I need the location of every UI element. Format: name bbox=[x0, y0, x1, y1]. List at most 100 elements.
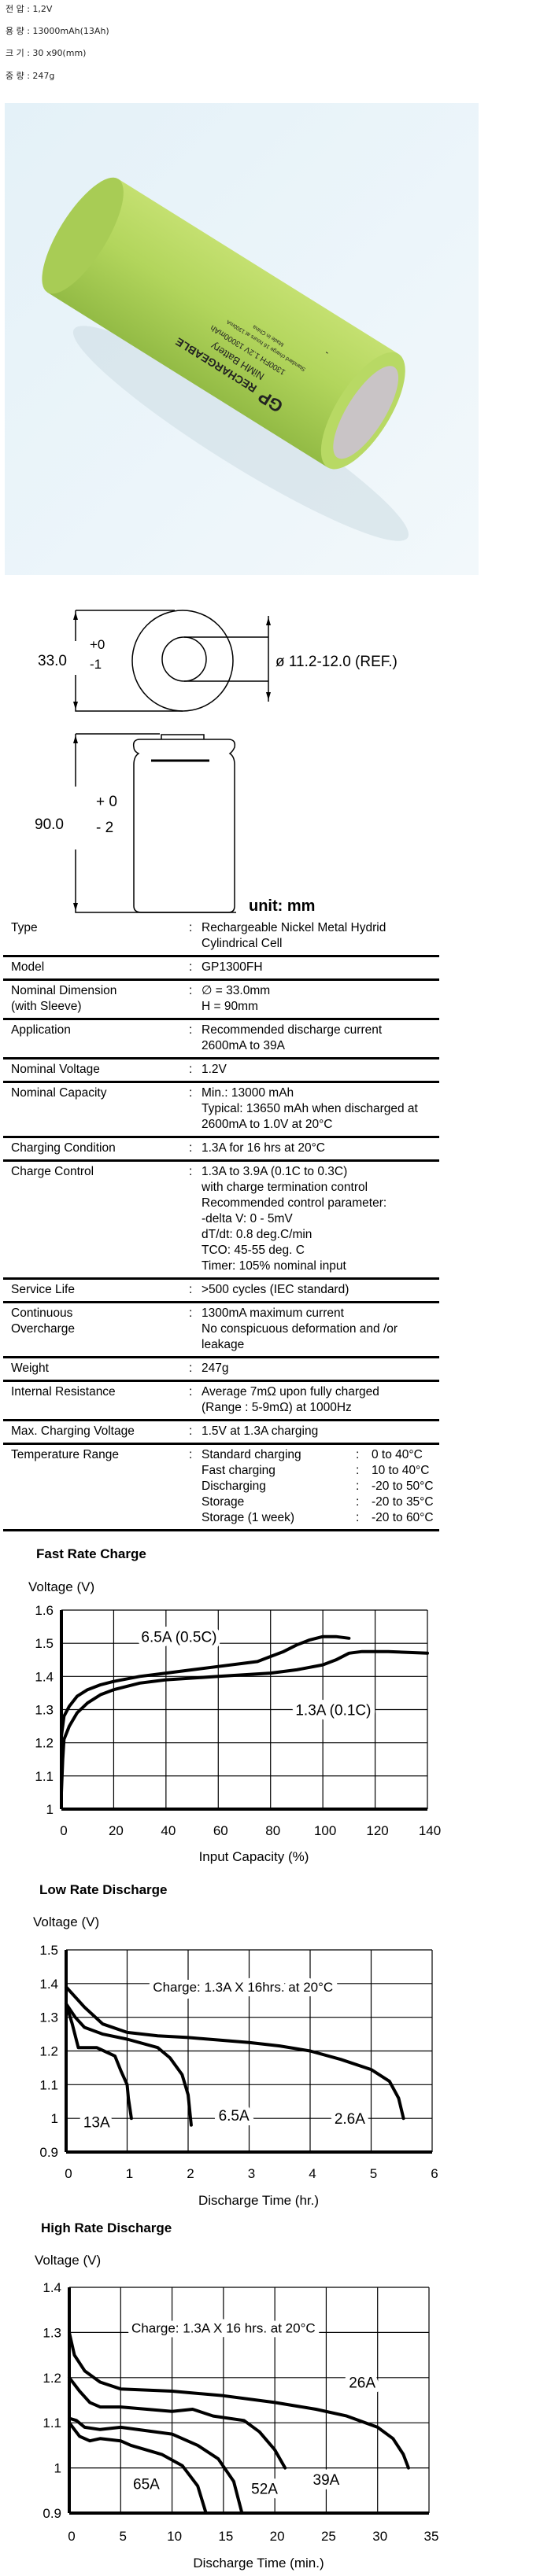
spec-value-line: ∅ = 33.0mm bbox=[202, 984, 271, 997]
y-tick-label: 1.5 bbox=[39, 1943, 58, 1958]
temperature-colon: : bbox=[356, 1464, 360, 1477]
temperature-range: -20 to 35°C bbox=[372, 1495, 434, 1509]
spec-colon: : bbox=[189, 921, 193, 934]
y-tick-label: 1 bbox=[46, 1802, 54, 1817]
spec-label-line: Service Life bbox=[11, 1283, 75, 1296]
spec-value-line: Cylindrical Cell bbox=[202, 937, 283, 950]
series-line bbox=[60, 1634, 351, 1738]
series-label: 65A bbox=[133, 2477, 160, 2493]
y-tick-label: 1.3 bbox=[35, 1703, 54, 1718]
summary-size: 크 기 : 30 x90(mm) bbox=[6, 48, 87, 58]
temperature-condition: Storage bbox=[202, 1495, 245, 1509]
diameter-tolerance-plus: +0 bbox=[90, 637, 105, 652]
x-tick-label: 0 bbox=[65, 2166, 72, 2181]
series-label: 2.6A bbox=[335, 2111, 365, 2128]
y-tick-label: 0.9 bbox=[43, 2506, 61, 2521]
spec-row: Charging Condition:1.3A for 16 hrs at 20… bbox=[3, 1137, 439, 1161]
x-tick-label: 6 bbox=[431, 2166, 438, 2181]
spec-colon: : bbox=[189, 960, 193, 974]
spec-value: ∅ = 33.0mm H = 90mm bbox=[202, 980, 439, 1019]
y-tick-label: 1.4 bbox=[43, 2280, 61, 2295]
spec-value: Standard charging:0 to 40°C Fast charging… bbox=[202, 1444, 439, 1531]
chart-annotation: Charge: 1.3A X 16hrs. at 20°C bbox=[153, 1980, 333, 1995]
spec-value: >500 cycles (IEC standard) bbox=[202, 1279, 439, 1303]
series-line bbox=[68, 2331, 410, 2470]
y-tick-label: 1.2 bbox=[43, 2371, 61, 2386]
spec-row-temperature: Temperature Range: Standard charging:0 to… bbox=[3, 1444, 439, 1531]
spec-label-line: Application bbox=[11, 1023, 71, 1037]
spec-value-line: 247g bbox=[202, 1362, 229, 1375]
spec-colon: : bbox=[189, 1165, 193, 1178]
spec-table: Type: Rechargeable Nickel Metal Hydrid Cyl… bbox=[3, 920, 439, 1531]
temperature-condition: Storage (1 week) bbox=[202, 1511, 295, 1524]
spec-value: Average 7mΩ upon fully charged (Range : 5… bbox=[202, 1381, 439, 1421]
series-label: 6.5A bbox=[219, 2108, 250, 2125]
spec-value-line: GP1300FH bbox=[202, 960, 263, 974]
x-tick-label: 2 bbox=[187, 2166, 194, 2181]
spec-value-line: leakage bbox=[202, 1338, 245, 1351]
spec-colon: : bbox=[189, 1448, 193, 1461]
x-tick-label: 30 bbox=[372, 2529, 387, 2544]
spec-value-line: Rechargeable Nickel Metal Hydrid bbox=[202, 921, 386, 934]
spec-value: 1300mA maximum current No conspicuous def… bbox=[202, 1303, 439, 1358]
x-axis-label: Discharge Time (hr.) bbox=[198, 2193, 319, 2208]
series-label: 6.5A (0.5C) bbox=[141, 1630, 216, 1646]
spec-value: Recommended discharge current 2600mA to 3… bbox=[202, 1019, 439, 1059]
spec-label: Nominal Capacity bbox=[3, 1082, 189, 1137]
outer-circle bbox=[131, 610, 234, 712]
spec-value-line: Recommended control parameter: bbox=[202, 1196, 387, 1210]
spec-value-line: 1300mA maximum current bbox=[202, 1306, 344, 1320]
x-axis-label: Input Capacity (%) bbox=[199, 1849, 309, 1864]
spec-value-line: No conspicuous deformation and /or bbox=[202, 1322, 398, 1336]
spec-value-line: 1.2V bbox=[202, 1063, 227, 1076]
x-tick-label: 140 bbox=[419, 1823, 441, 1838]
negative-terminal bbox=[333, 366, 399, 459]
spec-label-line: Weight bbox=[11, 1362, 49, 1375]
spec-label-line: Type bbox=[11, 921, 38, 934]
temperature-range: -20 to 50°C bbox=[372, 1480, 434, 1493]
spec-row: Continuous Overcharge:1300mA maximum curr… bbox=[3, 1303, 439, 1358]
y-tick-label: 1.3 bbox=[43, 2325, 61, 2340]
temperature-condition: Discharging bbox=[202, 1480, 266, 1493]
x-tick-label: 25 bbox=[321, 2529, 336, 2544]
spec-label-line: Overcharge bbox=[11, 1322, 75, 1336]
spec-colon: : bbox=[189, 1063, 193, 1076]
chart-title: Low Rate Discharge bbox=[39, 1882, 168, 1897]
y-tick-label: 1.3 bbox=[39, 2010, 58, 2025]
height-tolerance-minus: - 2 bbox=[96, 820, 113, 836]
spec-value-line: -delta V: 0 - 5mV bbox=[202, 1212, 293, 1225]
y-tick-label: 1.1 bbox=[43, 2416, 61, 2430]
spec-label-line: (with Sleeve) bbox=[11, 1000, 82, 1013]
spec-colon: : bbox=[189, 1283, 193, 1296]
spec-colon: : bbox=[189, 1086, 193, 1100]
battery-body bbox=[47, 179, 399, 468]
y-tick-label: 1.4 bbox=[35, 1669, 54, 1684]
spec-value-line: (Range : 5-9mΩ) at 1000Hz bbox=[202, 1401, 352, 1414]
temperature-range: -20 to 60°C bbox=[372, 1511, 434, 1524]
summary-capacity: 용 량 : 13000mAh(13Ah) bbox=[6, 26, 109, 36]
spec-colon: : bbox=[189, 1141, 193, 1155]
spec-value-line: 1.3A for 16 hrs at 20°C bbox=[202, 1141, 325, 1155]
spec-value-line: Recommended discharge current bbox=[202, 1023, 383, 1037]
x-axis-label: Discharge Time (min.) bbox=[193, 2556, 324, 2570]
chart-title: Fast Rate Charge bbox=[36, 1546, 146, 1561]
spec-row: Application: Recommended discharge curren… bbox=[3, 1019, 439, 1059]
x-tick-label: 120 bbox=[366, 1823, 388, 1838]
x-tick-label: 80 bbox=[265, 1823, 280, 1838]
series-line bbox=[60, 1649, 429, 1794]
x-tick-label: 5 bbox=[370, 2166, 377, 2181]
spec-row: Nominal Voltage:1.2V bbox=[3, 1059, 439, 1082]
spec-value-line: Min.: 13000 mAh bbox=[202, 1086, 294, 1100]
diameter-tolerance-minus: -1 bbox=[90, 657, 102, 672]
spec-label: Charge Control bbox=[3, 1161, 189, 1279]
spec-label-line: Model bbox=[11, 960, 45, 974]
diameter-value: 33.0 bbox=[38, 653, 67, 669]
y-axis-label: Voltage (V) bbox=[33, 1914, 99, 1929]
spec-label-line: Internal Resistance bbox=[11, 1385, 116, 1399]
summary-voltage: 전 압 : 1,2V bbox=[6, 4, 53, 14]
spec-value-line: with charge termination control bbox=[202, 1181, 368, 1194]
spec-value-line: >500 cycles (IEC standard) bbox=[202, 1283, 349, 1296]
series-line bbox=[65, 2002, 193, 2127]
spec-label: Nominal Dimension (with Sleeve) bbox=[3, 980, 189, 1019]
y-tick-label: 1.2 bbox=[35, 1736, 54, 1751]
